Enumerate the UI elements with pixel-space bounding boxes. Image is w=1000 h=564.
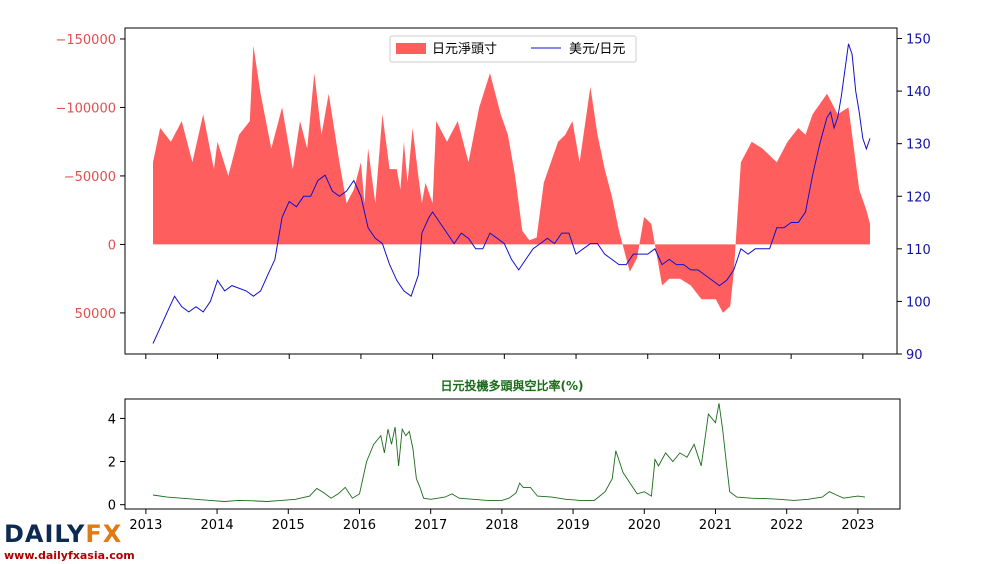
right-tick-label: 110	[906, 243, 931, 258]
right-tick-label: 130	[906, 138, 931, 153]
left-tick-label: 50000	[75, 307, 116, 322]
logo-wordmark: DAILYFX	[4, 520, 122, 548]
legend-swatch-net-position	[396, 43, 426, 54]
bottom-chart: 日元投機多頭與空比率(%) 024 2013 2014 2015 2016 2017 20…	[108, 378, 901, 533]
right-tick-label: 140	[906, 85, 931, 100]
top-chart-frame	[124, 27, 898, 355]
left-tick-label: 0	[108, 238, 116, 253]
ratio-line	[152, 403, 866, 502]
right-tick-label: 120	[906, 190, 931, 205]
left-tick-label: −100000	[55, 101, 116, 116]
logo-url: www.dailyfxasia.com	[4, 549, 135, 562]
bottom-x-tick-label: 2017	[414, 518, 447, 533]
right-tick-label: 150	[906, 33, 931, 48]
bottom-chart-title: 日元投機多頭與空比率(%)	[441, 378, 584, 393]
usdjpy-line	[152, 43, 871, 344]
right-tick-label: 100	[906, 295, 931, 310]
bottom-x-tick-label: 2021	[699, 518, 732, 533]
legend-label-net-position: 日元淨頭寸	[432, 42, 497, 57]
bottom-x-tick-label: 2023	[841, 518, 874, 533]
legend-label-usdjpy: 美元/日元	[569, 42, 625, 57]
logo-fx: FX	[85, 520, 123, 548]
bottom-x-ticks: 2013 2014 2015 2016 2017 2018 2019 2020 2021 2022…	[129, 509, 874, 533]
bottom-x-tick-label: 2022	[770, 518, 803, 533]
legend-box	[389, 35, 637, 63]
right-axis-ticks: 90 100 110 120 130 140 150	[897, 33, 931, 363]
bottom-y-ticks: 0 2 4	[108, 412, 125, 514]
bottom-y-tick-label: 4	[108, 412, 116, 427]
bottom-x-tick-label: 2015	[272, 518, 305, 533]
top-chart: −150000 −100000 −50000 0 50000 90 100 110 120 13…	[55, 27, 931, 363]
left-axis-ticks: −150000 −100000 −50000 0 50000	[55, 33, 125, 322]
bottom-x-tick-label: 2019	[557, 518, 590, 533]
bottom-y-tick-label: 2	[108, 456, 116, 471]
left-tick-label: −150000	[55, 33, 116, 48]
top-x-ticks	[145, 354, 864, 359]
bottom-x-tick-label: 2016	[343, 518, 376, 533]
net-position-area	[153, 45, 870, 313]
right-tick-label: 90	[906, 348, 923, 363]
legend: 日元淨頭寸 美元/日元	[389, 35, 637, 63]
logo-daily: DAILY	[4, 520, 86, 548]
left-tick-label: −50000	[64, 170, 116, 185]
bottom-y-tick-label: 0	[108, 499, 116, 514]
bottom-x-tick-label: 2020	[628, 518, 661, 533]
bottom-chart-frame	[124, 398, 901, 510]
bottom-x-tick-label: 2018	[485, 518, 518, 533]
bottom-x-tick-label: 2013	[129, 518, 162, 533]
dailyfx-logo: DAILYFX www.dailyfxasia.com	[4, 520, 164, 564]
bottom-x-tick-label: 2014	[201, 518, 234, 533]
